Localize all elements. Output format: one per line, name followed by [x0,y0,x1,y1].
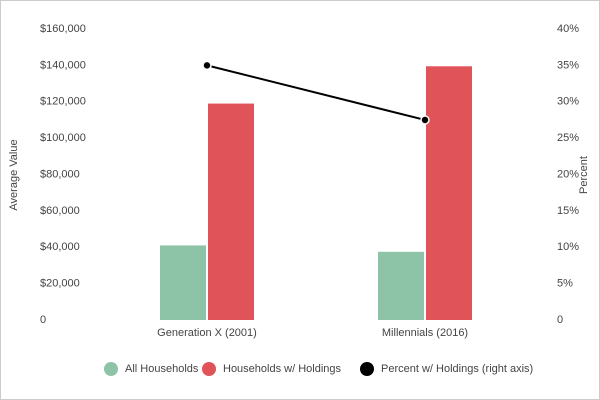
y2-tick-label: 25% [557,132,579,144]
y-tick-label: $160,000 [40,23,86,35]
y-tick-label: $20,000 [40,278,80,290]
legend-swatch [360,362,374,376]
y2-tick-label: 0 [557,314,563,326]
y2-tick-label: 20% [557,168,579,180]
y-tick-label: 0 [40,314,46,326]
bar [160,245,206,320]
x-tick-label: Generation X (2001) [157,327,257,339]
y-tick-label: $120,000 [40,96,86,108]
y2-tick-label: 40% [557,23,579,35]
y-tick-label: $60,000 [40,205,80,217]
y2-tick-label: 30% [557,96,579,108]
bar [208,103,254,320]
line-point [420,115,430,125]
legend-label: Percent w/ Holdings (right axis) [381,363,533,375]
x-tick-label: Millennials (2016) [382,327,468,339]
y-axis-title: Average Value [8,139,20,210]
legend-swatch [202,362,216,376]
y2-tick-label: 10% [557,241,579,253]
y-tick-label: $100,000 [40,132,86,144]
y-tick-label: $80,000 [40,168,80,180]
y2-tick-label: 35% [557,59,579,71]
legend-label: Households w/ Holdings [223,363,342,375]
line [206,64,426,121]
y2-axis-title: Percent [578,156,590,194]
legend-swatch [104,362,118,376]
y2-tick-label: 15% [557,205,579,217]
y-tick-label: $40,000 [40,241,80,253]
bar [426,66,472,320]
y-tick-label: $140,000 [40,59,86,71]
line-point [202,60,212,71]
legend-label: All Households [125,363,199,375]
y2-tick-label: 5% [557,278,573,290]
bar [378,251,424,320]
